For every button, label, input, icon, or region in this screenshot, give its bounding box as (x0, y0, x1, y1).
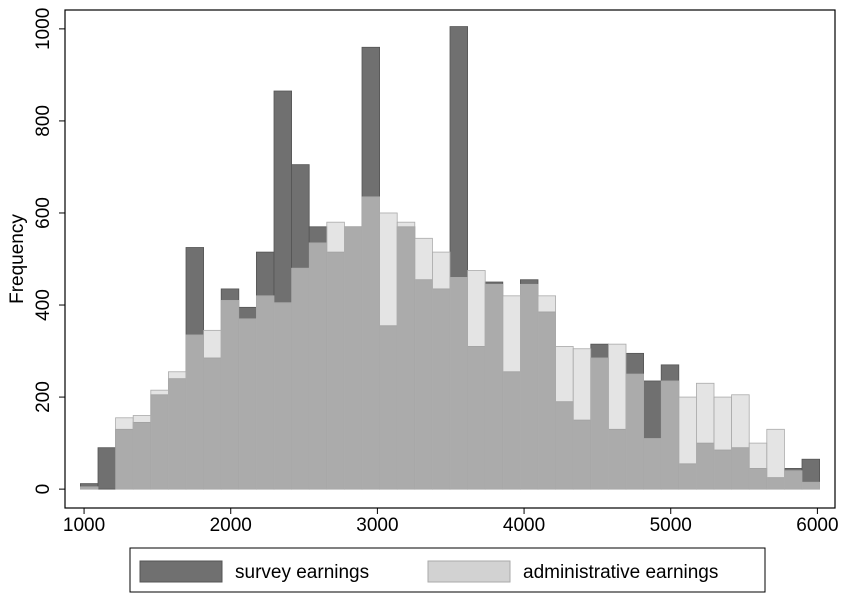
legend-label: survey earnings (235, 562, 369, 583)
bar (608, 343, 627, 490)
bar (537, 295, 557, 490)
bar (784, 470, 803, 490)
bar (132, 415, 152, 490)
bar (731, 394, 750, 490)
bar (572, 348, 592, 490)
bar (115, 417, 134, 490)
bar (97, 447, 117, 490)
bar (308, 242, 328, 490)
bar (713, 396, 733, 490)
bar (643, 438, 662, 490)
bar (748, 442, 768, 490)
bar (326, 221, 345, 490)
bar (150, 389, 169, 490)
x-tick-label: 6000 (796, 515, 838, 536)
legend-swatch (139, 560, 223, 583)
bar (167, 371, 187, 490)
bar (80, 486, 99, 490)
y-tick-label: 400 (33, 289, 54, 321)
x-tick-label: 2000 (210, 515, 252, 536)
y-axis-label: Frequency (7, 214, 28, 304)
y-tick-label: 1000 (33, 8, 54, 50)
plot-frame (64, 9, 836, 509)
bar (590, 357, 609, 490)
x-tick-label: 3000 (356, 515, 398, 536)
bar (220, 300, 240, 490)
bar (502, 295, 521, 490)
bar (396, 221, 416, 490)
bar (431, 251, 451, 490)
bar (449, 277, 469, 490)
legend-label: administrative earnings (523, 562, 718, 583)
bar (766, 428, 785, 490)
bar (801, 481, 821, 490)
legend-box (129, 547, 766, 593)
x-tick-label: 4000 (503, 515, 545, 536)
bar (484, 283, 504, 490)
x-tick-label: 1000 (63, 515, 105, 536)
bar (414, 237, 433, 490)
bar (291, 267, 310, 490)
bar (467, 270, 486, 490)
bar (361, 196, 381, 490)
bar (273, 302, 293, 490)
y-tick-label: 200 (33, 381, 54, 413)
y-tick-label: 0 (33, 484, 54, 495)
bar (555, 346, 574, 490)
y-tick-label: 600 (33, 197, 54, 229)
y-tick-label: 800 (33, 105, 54, 137)
legend-swatch (427, 560, 511, 583)
bar (379, 212, 398, 490)
bar (520, 283, 539, 490)
bar (343, 226, 363, 490)
bar (203, 329, 222, 490)
bar (678, 396, 697, 490)
bar (238, 318, 257, 490)
bar (625, 373, 645, 490)
bar (185, 334, 205, 490)
bar (255, 295, 275, 490)
bar (660, 380, 680, 490)
bar (696, 382, 715, 490)
x-tick-label: 5000 (650, 515, 692, 536)
